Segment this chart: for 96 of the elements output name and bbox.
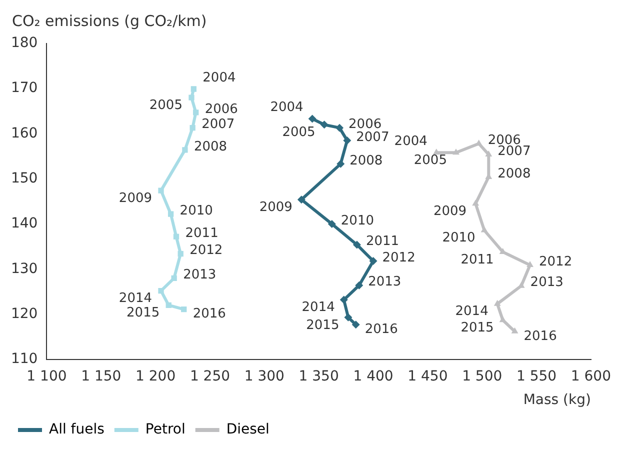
point <box>188 94 194 100</box>
point <box>352 240 361 249</box>
y-tick-label: 120 <box>10 306 38 322</box>
annotation: 2008 <box>350 153 383 168</box>
point <box>340 296 348 304</box>
annotation: 2004 <box>202 70 236 86</box>
point <box>485 150 492 156</box>
annotation: 2016 <box>524 328 557 344</box>
point <box>343 136 352 144</box>
annotation: 2011 <box>366 234 400 250</box>
y-tick-label: 160 <box>10 125 38 142</box>
point <box>526 261 534 268</box>
annotation: 2011 <box>185 226 218 241</box>
annotation: 2015 <box>126 306 160 321</box>
point <box>336 124 344 132</box>
annotation: 2016 <box>364 322 398 338</box>
legend-label: All fuels <box>49 422 104 438</box>
x-tick-label: 1 250 <box>190 368 230 384</box>
annotation: 2016 <box>192 306 226 322</box>
point <box>173 234 180 240</box>
annotation: 2013 <box>183 268 216 283</box>
point <box>472 200 480 206</box>
point <box>190 124 196 131</box>
point <box>190 86 196 92</box>
x-tick-label: 1 400 <box>353 368 394 384</box>
annotation: 2012 <box>539 254 572 270</box>
point <box>480 226 488 232</box>
annotation: 2006 <box>348 117 382 132</box>
annotation: 2013 <box>530 275 564 290</box>
annotation: 2005 <box>414 153 447 168</box>
annotation: 2009 <box>433 204 467 220</box>
point <box>352 320 360 329</box>
y-tick-label: 150 <box>10 170 38 186</box>
point <box>166 302 172 308</box>
x-tick-label: 1 550 <box>516 368 557 384</box>
annotation: 2007 <box>202 117 235 132</box>
x-tick-label: 1 150 <box>81 368 122 384</box>
point <box>168 211 174 217</box>
annotation: 2005 <box>282 125 316 140</box>
annotation: 2007 <box>498 144 531 159</box>
point <box>320 120 328 129</box>
point <box>355 281 364 290</box>
annotation: 2012 <box>190 243 223 258</box>
point <box>182 147 188 153</box>
point <box>328 220 336 228</box>
point <box>308 114 316 123</box>
y-tick-label: 180 <box>10 35 38 52</box>
point <box>158 188 164 194</box>
y-tick-label: 140 <box>10 216 38 232</box>
annotation: 2014 <box>118 291 152 306</box>
y-tick-label: 130 <box>10 260 38 277</box>
x-tick-label: 1 200 <box>136 368 176 384</box>
legend-label: Petrol <box>145 422 186 438</box>
y-tick-label: 170 <box>10 80 38 96</box>
x-axis-title: Mass (kg) <box>523 392 591 408</box>
annotation: 2006 <box>204 102 238 117</box>
annotation: 2014 <box>302 300 335 316</box>
point <box>297 196 306 204</box>
annotation: 2010 <box>340 213 374 228</box>
annotation: 2004 <box>394 134 428 150</box>
annotation: 2012 <box>382 250 416 266</box>
legend-label: Diesel <box>226 422 270 438</box>
annotation: 2007 <box>356 130 390 145</box>
x-tick-label: 1 100 <box>26 368 67 384</box>
point <box>171 275 177 281</box>
annotation: 2008 <box>498 166 531 182</box>
annotation: 2014 <box>455 304 488 320</box>
x-tick-label: 1 450 <box>408 368 448 384</box>
point <box>499 316 506 322</box>
x-tick-label: 1 300 <box>244 368 284 384</box>
point <box>336 160 345 168</box>
point <box>369 256 378 265</box>
point <box>181 306 187 312</box>
annotation: 2009 <box>259 200 292 215</box>
annotation: 2009 <box>118 190 152 206</box>
annotation: 2011 <box>460 252 494 268</box>
y-axis-title: CO₂ emissions (g CO₂/km) <box>11 11 208 32</box>
point <box>193 110 199 116</box>
annotation: 2008 <box>194 139 228 154</box>
annotation: 2010 <box>180 203 213 218</box>
point <box>158 288 164 294</box>
x-tick-label: 1 350 <box>298 368 339 384</box>
annotation: 2015 <box>460 320 494 336</box>
annotation: 2004 <box>270 100 304 116</box>
annotation: 2005 <box>149 98 182 113</box>
x-tick-label: 1 500 <box>462 368 502 384</box>
point <box>511 327 518 334</box>
annotation: 2013 <box>368 274 402 290</box>
annotation: 2015 <box>306 318 340 333</box>
annotation: 2010 <box>442 230 476 246</box>
point <box>494 300 501 306</box>
y-tick-label: 110 <box>10 351 38 368</box>
point <box>344 313 352 322</box>
point <box>452 148 460 155</box>
x-tick-label: 1 600 <box>570 368 612 384</box>
point <box>178 250 184 257</box>
